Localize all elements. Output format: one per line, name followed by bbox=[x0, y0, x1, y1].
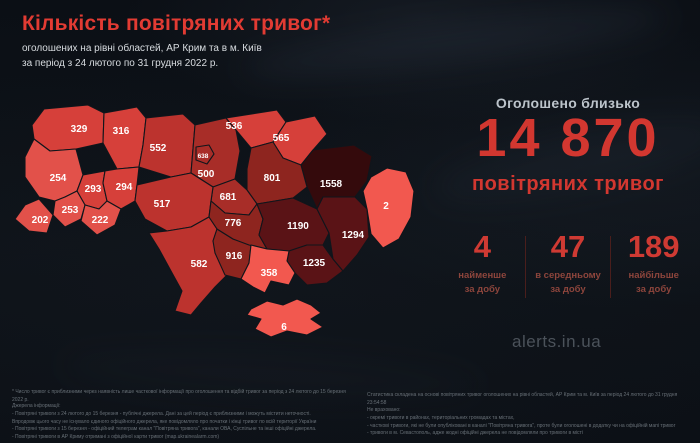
page-title: Кількість повітряних тривог* bbox=[22, 12, 331, 35]
footnote-asterisk: * Число тривог є приблизними через наявн… bbox=[12, 389, 346, 403]
region-kyiv_city bbox=[195, 144, 215, 165]
stat-divider bbox=[610, 236, 612, 298]
footnote-excluded: Не враховано: - окремі тривоги в районах… bbox=[367, 407, 676, 437]
region-value-label-zaporizhzhia: 1235 bbox=[303, 258, 326, 269]
region-value-label-odesa: 582 bbox=[191, 259, 208, 270]
footnote-sources: Джерела інформації: - Повітряні тривоги … bbox=[12, 403, 317, 440]
ukraine-map: 329 316 552 500 638 536 565 1558 2 801 681 254 293 29… bbox=[10, 85, 450, 380]
region-value-label-kyiv_obl: 500 bbox=[198, 169, 215, 180]
region-chernivtsi bbox=[80, 200, 122, 236]
region-luhansk bbox=[362, 167, 415, 249]
region-value-label-cherkasy: 681 bbox=[220, 192, 237, 203]
region-value-label-kirovohrad: 776 bbox=[225, 218, 242, 229]
region-poltava bbox=[246, 141, 308, 205]
announced-label: Оголошено близько bbox=[495, 95, 641, 111]
stat-min-per-day: 4 найменше за добу bbox=[440, 229, 525, 297]
stat-max-per-day: 189 найбільше за добу bbox=[611, 229, 696, 297]
stat-avg-per-day: 47 в середньому за добу bbox=[526, 229, 611, 297]
region-value-label-lviv: 254 bbox=[50, 173, 67, 184]
region-value-label-kharkiv: 1558 bbox=[320, 179, 343, 190]
region-rivne bbox=[102, 106, 147, 170]
region-value-label-luhansk: 2 bbox=[383, 201, 389, 212]
stat-max-value: 189 bbox=[627, 229, 680, 264]
region-value-label-ternopil: 293 bbox=[85, 184, 102, 195]
ukraine-choropleth: 329 316 552 500 638 536 565 1558 2 801 681 254 293 29… bbox=[14, 104, 415, 338]
region-value-label-zakarpattia: 202 bbox=[32, 215, 49, 226]
region-value-label-donetsk: 1294 bbox=[342, 230, 365, 241]
stat-min-caption: найменше за добу bbox=[458, 270, 507, 295]
stat-avg-caption: в середньому за добу bbox=[535, 270, 601, 295]
region-value-label-zhytomyr: 552 bbox=[150, 143, 167, 154]
region-zhytomyr bbox=[138, 113, 196, 178]
region-value-label-volyn: 329 bbox=[71, 124, 88, 135]
region-value-label-crimea: 6 bbox=[281, 322, 287, 333]
region-volyn bbox=[31, 104, 105, 152]
header: Кількість повітряних тривог* оголошених … bbox=[22, 12, 330, 71]
region-value-label-kyiv_city: 638 bbox=[198, 153, 209, 160]
region-value-label-rivne: 316 bbox=[113, 126, 130, 137]
region-crimea bbox=[246, 298, 324, 338]
stat-max-caption: найбільше за добу bbox=[628, 270, 679, 295]
region-value-label-poltava: 801 bbox=[264, 173, 281, 184]
region-value-label-khmelnytskyi: 294 bbox=[116, 182, 133, 193]
region-value-label-vinnytsia: 517 bbox=[154, 199, 171, 210]
daily-stats-row: 4 найменше за добу 47 в середньому за до… bbox=[440, 229, 696, 298]
region-value-label-kherson: 358 bbox=[261, 268, 278, 279]
stat-divider bbox=[524, 236, 526, 298]
footnote-basis: Статистика складена на основі повітряних… bbox=[367, 392, 678, 406]
total-alerts-value: 14 870 bbox=[476, 108, 660, 168]
watermark-alerts-in-ua: alerts.in.ua bbox=[512, 332, 602, 351]
subtitle-line-1: оголошених на рівні областей, АР Крим та… bbox=[22, 43, 262, 54]
region-value-label-sumy: 565 bbox=[273, 133, 290, 144]
subtitle-line-2: за період з 24 лютого по 31 грудня 2022 … bbox=[22, 57, 219, 69]
region-donetsk bbox=[316, 196, 370, 272]
region-value-label-ivano_frankivsk: 253 bbox=[62, 205, 79, 216]
region-value-label-chernihiv: 536 bbox=[226, 121, 243, 132]
page-subtitle: оголошених на рівні областей, АР Крим та… bbox=[22, 42, 330, 71]
region-value-label-dnipro: 1190 bbox=[287, 221, 309, 232]
region-zakarpattia bbox=[14, 198, 54, 234]
region-kherson bbox=[240, 244, 296, 294]
total-alerts-unit: повітряних тривог bbox=[471, 173, 664, 195]
region-value-label-mykolaiv: 916 bbox=[226, 251, 243, 262]
stat-avg-value: 47 bbox=[550, 229, 586, 264]
region-odesa bbox=[148, 216, 228, 316]
stat-min-value: 4 bbox=[473, 229, 491, 264]
region-value-label-chernivtsi: 222 bbox=[92, 215, 109, 226]
